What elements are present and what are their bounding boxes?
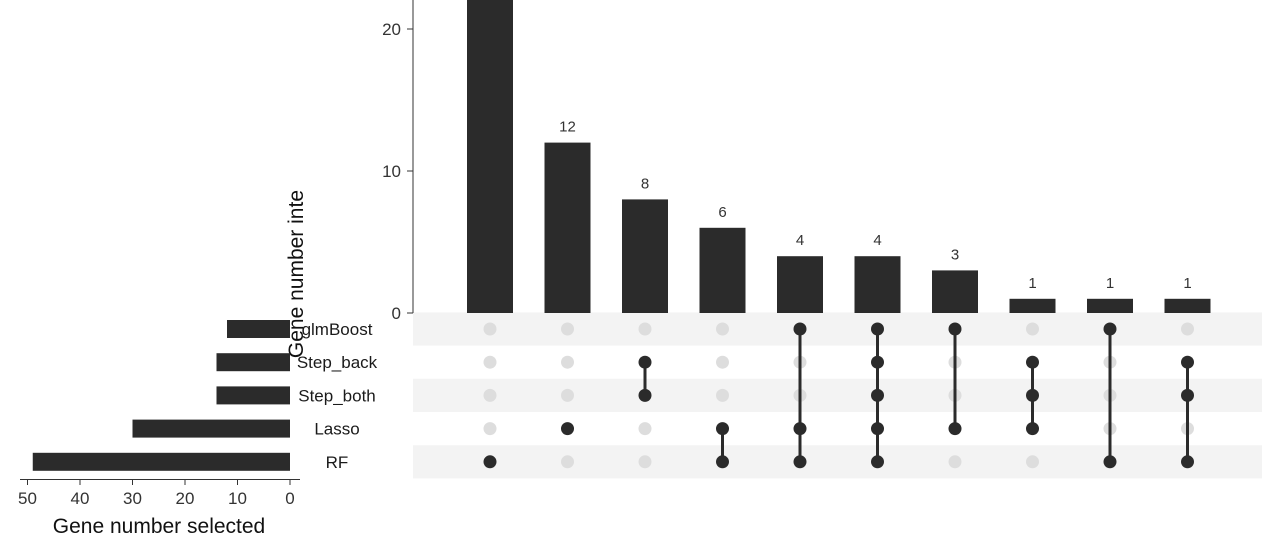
set-size-x-tick-label: 10 (228, 489, 247, 508)
set-label: Lasso (314, 420, 359, 439)
intersection-bar-label: 1 (1183, 275, 1191, 292)
intersection-bar-label: 6 (718, 204, 726, 221)
intersection-matrix (483, 322, 1194, 469)
intersection-bar (1087, 298, 1133, 313)
matrix-dot-active (638, 355, 652, 369)
intersection-bar-label: 1 (1028, 275, 1036, 292)
matrix-dot-active (638, 388, 652, 402)
set-size-x-axis-title: Gene number selected (53, 515, 265, 538)
matrix-dot-inactive (1181, 322, 1194, 336)
matrix-dot-inactive (561, 388, 574, 402)
intersection-size-axis: Gene number inte (285, 0, 414, 358)
intersection-y-axis-title: Gene number inte (285, 190, 308, 358)
set-size-bar (216, 386, 290, 405)
matrix-dot-active (793, 322, 807, 336)
intersection-bar (854, 256, 901, 313)
intersection-bar (467, 0, 513, 313)
matrix-dot-inactive (948, 455, 962, 469)
intersection-bar-label: 4 (873, 232, 881, 249)
matrix-dot-inactive (1026, 455, 1039, 469)
intersection-y-tick-label: 20 (382, 20, 401, 39)
intersection-bar-label: 4 (796, 232, 804, 249)
set-labels: glmBoost Step_back Step_both Lasso RF (297, 320, 378, 472)
matrix-dot-active (871, 388, 884, 402)
intersection-bar-labels: 12 8 6 4 4 3 1 1 1 (559, 119, 1192, 292)
set-label: glmBoost (302, 320, 373, 339)
matrix-dot-inactive (483, 388, 497, 402)
matrix-dot-inactive (483, 322, 497, 336)
set-size-bar (227, 320, 290, 338)
matrix-row-bands (413, 312, 1262, 479)
matrix-dot-active (561, 422, 574, 436)
intersection-bar (699, 227, 746, 313)
set-size-x-tick-label: 40 (71, 489, 90, 508)
matrix-dot-inactive (483, 355, 497, 369)
matrix-dot-active (871, 355, 884, 369)
matrix-dot-active (1103, 455, 1117, 469)
matrix-dot-active (716, 422, 729, 436)
matrix-dot-active (793, 455, 807, 469)
intersection-bar-label: 1 (1106, 275, 1114, 292)
intersection-bar-label: 12 (559, 119, 576, 136)
matrix-dot-inactive (561, 355, 574, 369)
matrix-dot-inactive (638, 455, 652, 469)
set-label: Step_both (298, 386, 376, 405)
matrix-dot-active (1181, 455, 1194, 469)
matrix-dot-inactive (561, 455, 574, 469)
matrix-dot-active (716, 455, 729, 469)
intersection-y-tick-label: 0 (392, 304, 401, 323)
matrix-dot-active (1026, 422, 1039, 436)
matrix-dot-inactive (638, 422, 652, 436)
set-label: Step_back (297, 353, 378, 372)
set-size-x-ticks: 50 40 30 20 10 0 (18, 479, 295, 508)
matrix-dot-inactive (716, 322, 729, 336)
matrix-dot-active (871, 422, 884, 436)
matrix-dot-active (948, 422, 962, 436)
matrix-dot-active (1181, 388, 1194, 402)
matrix-row-band (413, 378, 1262, 412)
matrix-dot-active (1103, 322, 1117, 336)
intersection-bar (932, 270, 978, 313)
matrix-dot-inactive (716, 388, 729, 402)
intersection-y-ticks: 0 10 20 (382, 20, 413, 323)
matrix-row-band (413, 445, 1262, 479)
matrix-dot-inactive (716, 355, 729, 369)
intersection-bar (1164, 298, 1211, 313)
matrix-dot-active (871, 322, 884, 336)
intersection-bar (1009, 298, 1056, 313)
set-size-bar (32, 452, 290, 471)
matrix-dot-inactive (1026, 322, 1039, 336)
matrix-dot-inactive (483, 422, 497, 436)
set-size-x-tick-label: 20 (176, 489, 195, 508)
matrix-dot-inactive (561, 322, 574, 336)
intersection-bar (622, 199, 668, 313)
intersection-bar-label: 3 (951, 246, 959, 263)
intersection-bar (777, 256, 823, 313)
matrix-dot-active (793, 422, 807, 436)
set-size-bar (216, 353, 290, 372)
set-size-x-tick-label: 30 (123, 489, 142, 508)
matrix-dot-active (1026, 355, 1039, 369)
set-size-bar (132, 419, 290, 438)
set-label: RF (326, 453, 349, 472)
intersection-bars (467, 0, 1211, 313)
matrix-dot-active (483, 455, 497, 469)
intersection-bar (544, 142, 591, 313)
set-size-x-tick-label: 0 (285, 489, 294, 508)
set-size-x-tick-label: 50 (18, 489, 37, 508)
matrix-dot-inactive (638, 322, 652, 336)
matrix-dot-active (1181, 355, 1194, 369)
intersection-y-tick-label: 10 (382, 162, 401, 181)
matrix-dot-active (1026, 388, 1039, 402)
matrix-dot-active (948, 322, 962, 336)
matrix-dot-active (871, 455, 884, 469)
intersection-bar-label: 8 (641, 175, 649, 192)
set-size-axis: Gene number selected (20, 479, 300, 538)
set-size-bars (32, 320, 290, 471)
matrix-row-band (413, 312, 1262, 346)
